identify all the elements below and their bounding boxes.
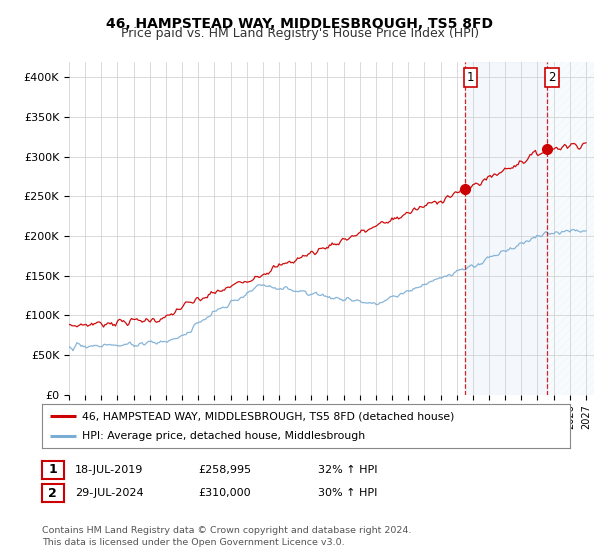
Text: Price paid vs. HM Land Registry's House Price Index (HPI): Price paid vs. HM Land Registry's House …	[121, 27, 479, 40]
Text: £310,000: £310,000	[198, 488, 251, 498]
Bar	[547, 62, 594, 395]
Text: 1: 1	[467, 72, 475, 85]
Text: Contains HM Land Registry data © Crown copyright and database right 2024.
This d: Contains HM Land Registry data © Crown c…	[42, 526, 412, 547]
Text: £258,995: £258,995	[198, 465, 251, 475]
Text: 32% ↑ HPI: 32% ↑ HPI	[318, 465, 377, 475]
Text: 2: 2	[548, 72, 556, 85]
Text: 46, HAMPSTEAD WAY, MIDDLESBROUGH, TS5 8FD (detached house): 46, HAMPSTEAD WAY, MIDDLESBROUGH, TS5 8F…	[82, 411, 454, 421]
Text: 30% ↑ HPI: 30% ↑ HPI	[318, 488, 377, 498]
Text: 46, HAMPSTEAD WAY, MIDDLESBROUGH, TS5 8FD: 46, HAMPSTEAD WAY, MIDDLESBROUGH, TS5 8F…	[107, 17, 493, 31]
Text: 29-JUL-2024: 29-JUL-2024	[75, 488, 143, 498]
Text: 18-JUL-2019: 18-JUL-2019	[75, 465, 143, 475]
Text: HPI: Average price, detached house, Middlesbrough: HPI: Average price, detached house, Midd…	[82, 431, 365, 441]
Text: 2: 2	[49, 487, 57, 500]
Text: 1: 1	[49, 463, 57, 477]
Bar	[466, 62, 547, 395]
